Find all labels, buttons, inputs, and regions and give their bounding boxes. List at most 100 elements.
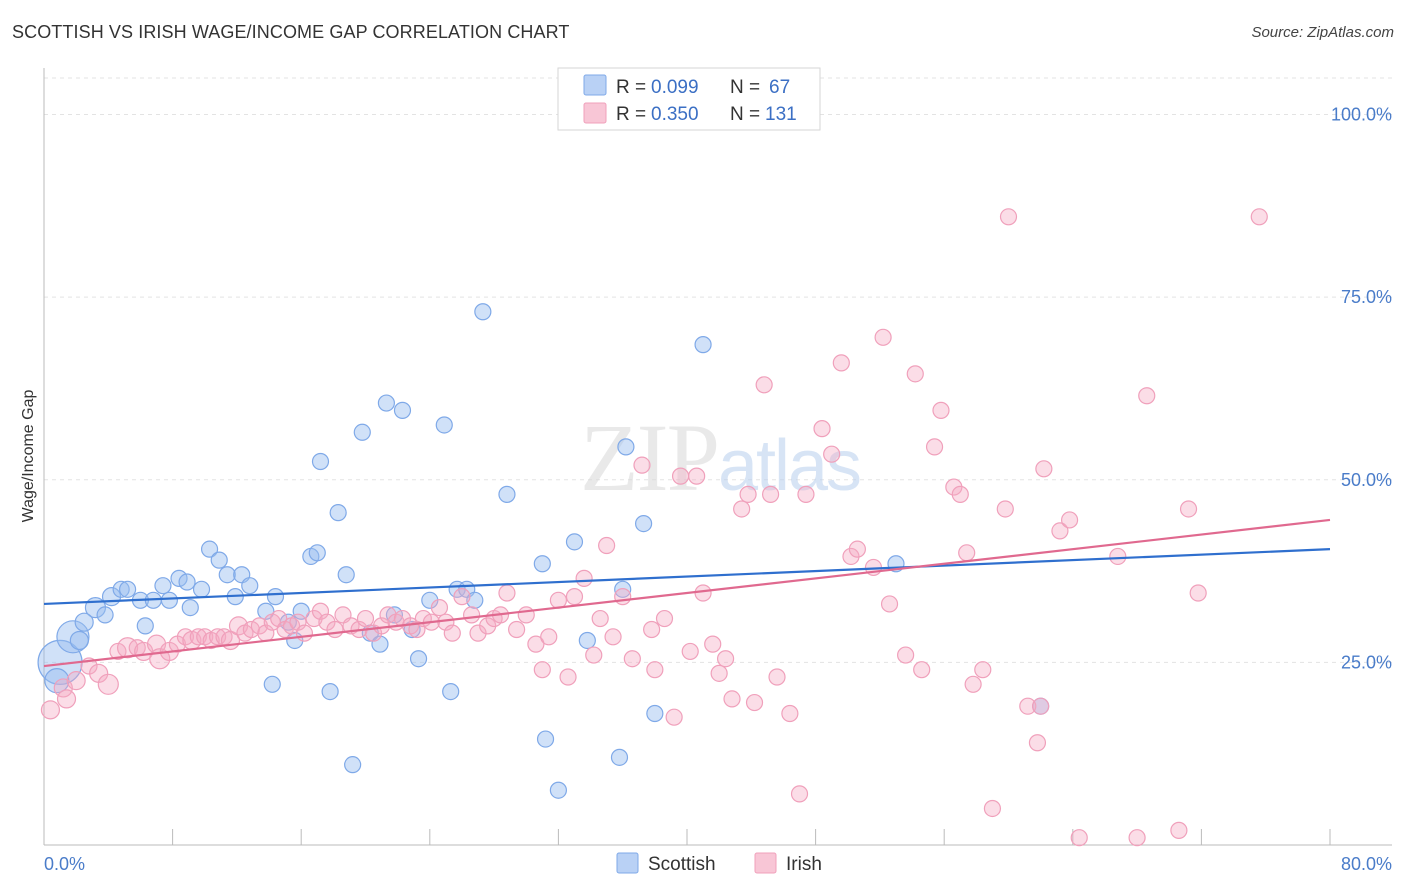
irish-point [1138, 387, 1156, 405]
irish-point [906, 365, 924, 383]
scottish-point [466, 591, 484, 609]
legend-r-label-scottish: R = [616, 77, 646, 98]
y-tick-labels: 25.0% 50.0% 75.0% 100.0% [1331, 105, 1392, 673]
irish-point [723, 690, 741, 708]
irish-point [40, 700, 61, 720]
scottish-point [200, 540, 219, 558]
irish-point [823, 445, 841, 463]
top-legend: R = 0.099 N = 67 R = 0.350 N = 131 [557, 67, 821, 131]
irish-point [694, 584, 712, 602]
irish-point [116, 637, 139, 659]
irish-point [430, 598, 449, 617]
irish-point [874, 328, 892, 346]
irish-point [671, 467, 690, 485]
irish-point [1109, 547, 1127, 566]
scottish-point [311, 452, 330, 471]
irish-trend-line [43, 518, 1331, 668]
bottom-legend-swatch-irish [754, 852, 777, 874]
scottish-point [192, 580, 211, 598]
irish-point [1189, 584, 1207, 602]
scottish-point [257, 602, 275, 620]
irish-point [270, 609, 288, 628]
trend-lines [43, 518, 1331, 668]
irish-point [974, 661, 992, 679]
legend-r-label-irish: R = [616, 104, 646, 125]
irish-point [1070, 829, 1088, 847]
scottish-point [308, 544, 326, 562]
irish-point [527, 635, 545, 653]
irish-point [983, 799, 1002, 818]
irish-point [832, 354, 850, 372]
scottish-point [393, 401, 412, 419]
scottish-point [634, 514, 653, 533]
scottish-point [610, 748, 629, 766]
legend-n-label-irish: N = [730, 104, 760, 125]
irish-point [1179, 500, 1198, 518]
irish-point [797, 485, 815, 503]
x-tick-label-max: 80.0% [1341, 854, 1392, 874]
irish-point [295, 624, 314, 642]
irish-point [56, 689, 77, 709]
irish-point [681, 642, 699, 661]
irish-point [813, 420, 831, 438]
legend-r-value-irish: 0.350 [651, 104, 699, 125]
irish-point [176, 628, 195, 646]
irish-point [716, 650, 735, 668]
irish-point [897, 646, 915, 664]
scottish-point [136, 617, 154, 635]
irish-point [517, 606, 535, 624]
irish-point [575, 569, 593, 587]
irish-point [326, 620, 344, 639]
scottish-point [377, 394, 395, 412]
scottish-point [69, 630, 89, 651]
scottish-point [154, 577, 172, 595]
irish-point [1060, 511, 1079, 529]
y-tick-label: 25.0% [1341, 652, 1392, 672]
irish-point [710, 664, 728, 682]
irish-point [768, 668, 786, 686]
irish-point [781, 704, 799, 723]
irish-point [925, 438, 944, 456]
irish-point [565, 588, 584, 606]
irish-point [655, 609, 674, 628]
scottish-point [178, 573, 196, 591]
irish-point [1032, 697, 1050, 715]
bottom-legend-label-scottish: Scottish [648, 854, 716, 875]
scottish-point [218, 566, 236, 584]
scottish-point [646, 704, 664, 723]
irish-point [540, 628, 558, 646]
scottish-point [536, 730, 555, 748]
scottish-point [435, 416, 453, 434]
scottish-point [549, 781, 568, 799]
legend-n-value-scottish: 67 [769, 77, 790, 98]
scottish-point [263, 675, 281, 693]
scottish-point [210, 551, 228, 569]
scottish-point [442, 682, 460, 701]
irish-point [289, 613, 307, 631]
scottish-point [344, 756, 362, 774]
watermark: ZIPatlas [580, 404, 860, 511]
irish-point [932, 401, 950, 419]
irish-point [755, 376, 773, 394]
irish-point [688, 467, 706, 485]
irish-point [1170, 821, 1188, 839]
y-tick-label: 100.0% [1331, 105, 1392, 125]
irish-point [533, 661, 551, 679]
irish-point [646, 661, 664, 679]
scottish-point [498, 485, 516, 503]
irish-point [1035, 460, 1053, 478]
scottish-trend-line [43, 548, 1331, 606]
points [37, 208, 1268, 847]
scottish-point [474, 303, 492, 321]
scottish-point [353, 423, 371, 441]
irish-point [745, 693, 764, 712]
irish-point [999, 208, 1018, 226]
irish-point [1051, 522, 1069, 540]
scottish-point [337, 566, 355, 584]
scottish-point [533, 555, 551, 573]
irish-point [761, 485, 780, 503]
irish-point [704, 635, 722, 653]
chart-title: SCOTTISH VS IRISH WAGE/INCOME GAP CORREL… [12, 22, 570, 42]
irish-point [1128, 829, 1146, 847]
irish-point [964, 675, 982, 693]
